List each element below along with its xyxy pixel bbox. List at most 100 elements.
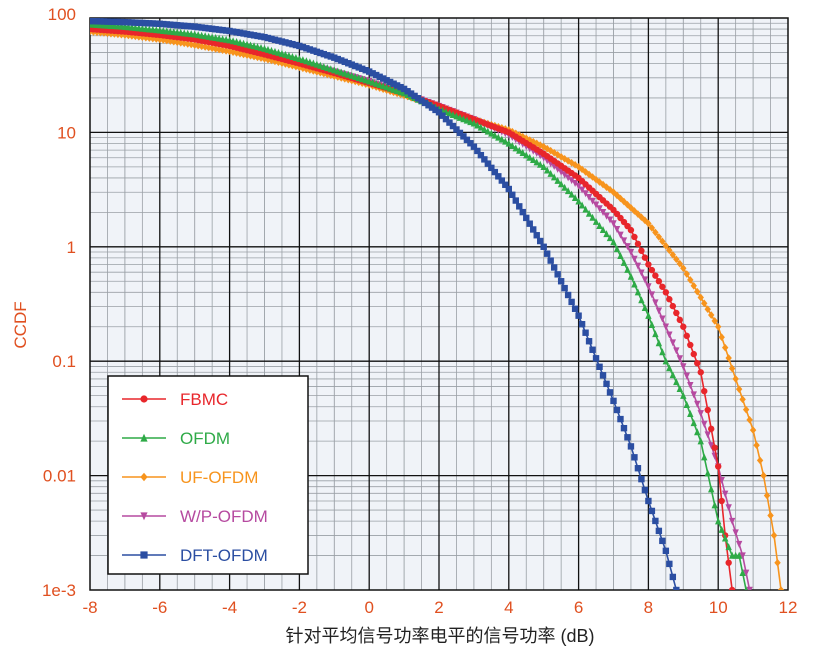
series-marker: [505, 139, 512, 147]
series-marker: [680, 363, 687, 371]
series-marker: [449, 110, 457, 118]
series-marker: [669, 302, 677, 310]
series-marker: [620, 237, 628, 245]
series-marker: [631, 207, 638, 215]
series-marker: [718, 333, 725, 341]
series-marker: [205, 43, 212, 52]
series-marker: [659, 237, 666, 246]
series-marker: [386, 78, 394, 86]
series-marker: [666, 331, 673, 339]
series-marker: [264, 34, 272, 42]
x-tick-label: -2: [292, 598, 307, 617]
series-marker: [512, 197, 519, 204]
x-axis-ticks: -8 -6 -4 -2 0 2 4 6 8 10 12: [82, 598, 797, 617]
series-marker: [774, 558, 781, 567]
series-marker: [421, 99, 429, 107]
series-marker: [697, 437, 704, 445]
series-marker: [687, 382, 694, 390]
series-marker: [153, 35, 160, 43]
series-marker: [240, 50, 247, 59]
series-marker: [271, 36, 279, 43]
series-marker: [564, 291, 572, 299]
series-marker: [610, 238, 617, 246]
series-marker: [683, 400, 690, 408]
series-marker: [620, 197, 628, 206]
legend-item: FBMC: [122, 390, 228, 409]
series-marker: [718, 525, 725, 533]
series-marker: [735, 540, 743, 548]
series-marker: [673, 347, 680, 355]
series-marker: [425, 102, 432, 109]
series-marker: [617, 194, 624, 203]
series-marker: [725, 354, 732, 362]
series-marker: [435, 109, 443, 116]
series-marker: [331, 54, 338, 61]
series-marker: [184, 40, 191, 48]
series-marker: [404, 88, 411, 95]
series-marker: [174, 38, 181, 47]
series-marker: [648, 291, 656, 299]
series-marker: [397, 83, 404, 91]
series-marker: [645, 497, 652, 505]
series-marker: [428, 104, 436, 111]
series-marker: [627, 272, 635, 280]
series-marker: [638, 247, 645, 254]
series-marker: [655, 307, 663, 315]
series-marker: [575, 197, 582, 205]
series-marker: [540, 163, 547, 171]
series-marker: [631, 280, 638, 288]
series-marker: [512, 144, 519, 152]
series-marker: [603, 183, 610, 191]
series-marker: [746, 586, 753, 590]
series-marker: [296, 42, 303, 50]
series-marker: [386, 84, 394, 92]
series-marker: [645, 219, 652, 228]
series-marker: [694, 400, 701, 408]
series-marker: [460, 133, 467, 140]
series-marker: [491, 131, 499, 139]
series-marker: [121, 18, 129, 26]
series-marker: [160, 20, 167, 28]
series-marker: [376, 73, 383, 80]
series-marker: [188, 23, 195, 30]
series-marker: [414, 95, 422, 102]
series-marker: [648, 320, 656, 328]
series-marker: [372, 71, 380, 79]
series-marker: [132, 19, 139, 26]
series-marker: [669, 339, 677, 347]
series-marker: [142, 19, 150, 27]
series-marker: [198, 42, 205, 51]
series-marker: [666, 364, 673, 372]
series-marker: [666, 560, 673, 568]
series-marker: [530, 137, 537, 146]
series-marker: [617, 252, 624, 260]
series-marker: [100, 18, 108, 25]
series-marker: [613, 406, 621, 414]
series-marker: [641, 254, 649, 261]
series-marker: [718, 497, 725, 505]
series-marker: [708, 311, 715, 319]
series-marker: [114, 30, 122, 39]
series-marker: [711, 501, 718, 509]
series-marker: [662, 547, 670, 555]
series-marker: [694, 428, 701, 436]
series-marker: [509, 191, 516, 198]
series-marker: [582, 190, 589, 198]
series-marker: [735, 385, 743, 393]
series-marker: [505, 185, 512, 193]
series-marker: [687, 276, 694, 284]
series-marker: [170, 21, 177, 29]
series-marker: [592, 201, 600, 209]
series-marker: [369, 70, 376, 77]
series-marker: [655, 527, 663, 535]
series-marker: [254, 32, 261, 40]
series-marker: [715, 463, 722, 470]
series-marker: [728, 586, 736, 590]
series-marker: [585, 209, 593, 217]
series-marker: [589, 346, 596, 353]
series-marker: [725, 543, 732, 551]
series-marker: [770, 531, 778, 540]
series-marker: [543, 144, 551, 153]
series-marker: [634, 288, 642, 296]
series-marker: [721, 534, 729, 542]
